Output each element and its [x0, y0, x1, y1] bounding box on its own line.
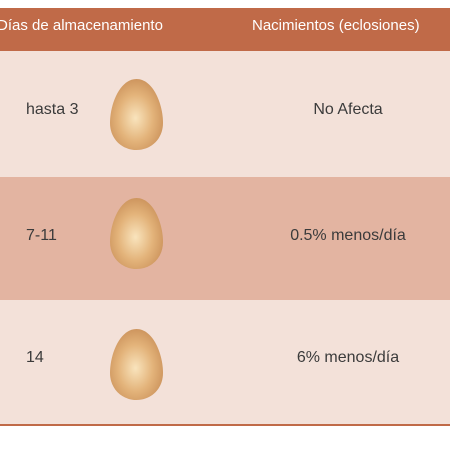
row-effect: No Afecta: [313, 101, 383, 118]
table-row: hasta 3 No Afecta: [0, 51, 450, 177]
row-days: 14: [26, 349, 44, 366]
table-row: 7-11 0.5% menos/día: [0, 177, 450, 300]
header-hatching-label: Nacimientos (eclosiones): [252, 17, 420, 34]
row-effect: 0.5% menos/día: [290, 227, 406, 244]
row-effect: 6% menos/día: [296, 349, 400, 366]
egg-icon: [110, 198, 163, 269]
egg-icon: [110, 79, 163, 150]
header-days-label: Días de almacenamiento: [0, 17, 163, 34]
row-days: hasta 3: [26, 101, 79, 118]
table-bottom-rule: [0, 424, 450, 426]
table-header: Días de almacenamiento Nacimientos (eclo…: [0, 8, 450, 51]
row-days: 7-11: [26, 227, 57, 244]
table-row: 14 6% menos/día: [0, 300, 450, 425]
egg-icon: [110, 329, 163, 400]
